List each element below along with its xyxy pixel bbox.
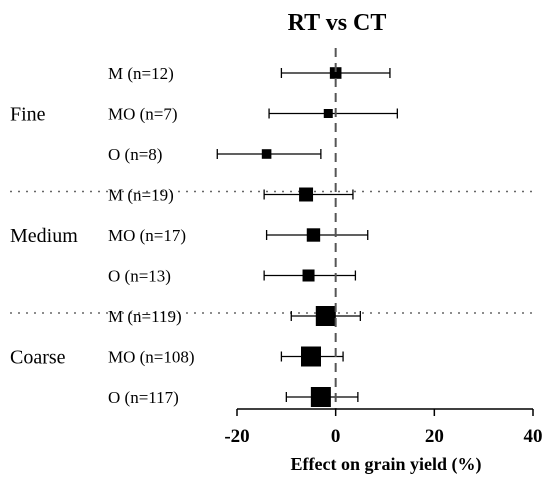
- effect-marker: [310, 387, 331, 407]
- x-tick-label: -20: [224, 426, 249, 447]
- group-label-coarse: Coarse: [10, 347, 66, 369]
- row-label: O (n=117): [108, 388, 179, 407]
- effect-marker: [323, 109, 333, 118]
- effect-marker: [299, 187, 314, 202]
- chart-title: RT vs CT: [288, 10, 387, 36]
- row-label: O (n=13): [108, 267, 171, 286]
- effect-marker: [261, 149, 272, 159]
- x-tick-label: 40: [524, 426, 543, 447]
- group-label-medium: Medium: [10, 225, 78, 247]
- row-label: M (n=12): [108, 64, 174, 83]
- effect-marker: [301, 346, 321, 367]
- row-label: MO (n=108): [108, 348, 195, 367]
- row-label: O (n=8): [108, 145, 162, 164]
- row-label: M (n=19): [108, 186, 174, 205]
- row-label: MO (n=7): [108, 105, 178, 124]
- row-label: MO (n=17): [108, 226, 186, 245]
- x-axis-label: Effect on grain yield (%): [291, 454, 482, 475]
- x-tick-label: 0: [331, 426, 341, 447]
- row-label: M (n=119): [108, 307, 182, 326]
- x-tick-label: 20: [425, 426, 444, 447]
- effect-marker: [302, 269, 315, 282]
- effect-marker: [306, 228, 321, 242]
- effect-marker: [315, 306, 336, 326]
- effect-marker: [329, 67, 342, 79]
- group-label-fine: Fine: [10, 104, 46, 126]
